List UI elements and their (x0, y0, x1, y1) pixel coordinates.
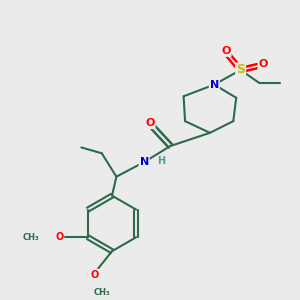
Text: CH₃: CH₃ (22, 233, 39, 242)
Text: O: O (221, 46, 231, 56)
Text: O: O (55, 232, 63, 242)
Text: N: N (210, 80, 219, 90)
Text: H: H (157, 156, 165, 167)
Text: S: S (236, 64, 245, 76)
Text: N: N (140, 157, 149, 167)
Text: O: O (145, 118, 155, 128)
Text: O: O (258, 59, 268, 69)
Text: O: O (90, 270, 99, 280)
Text: CH₃: CH₃ (94, 288, 110, 297)
